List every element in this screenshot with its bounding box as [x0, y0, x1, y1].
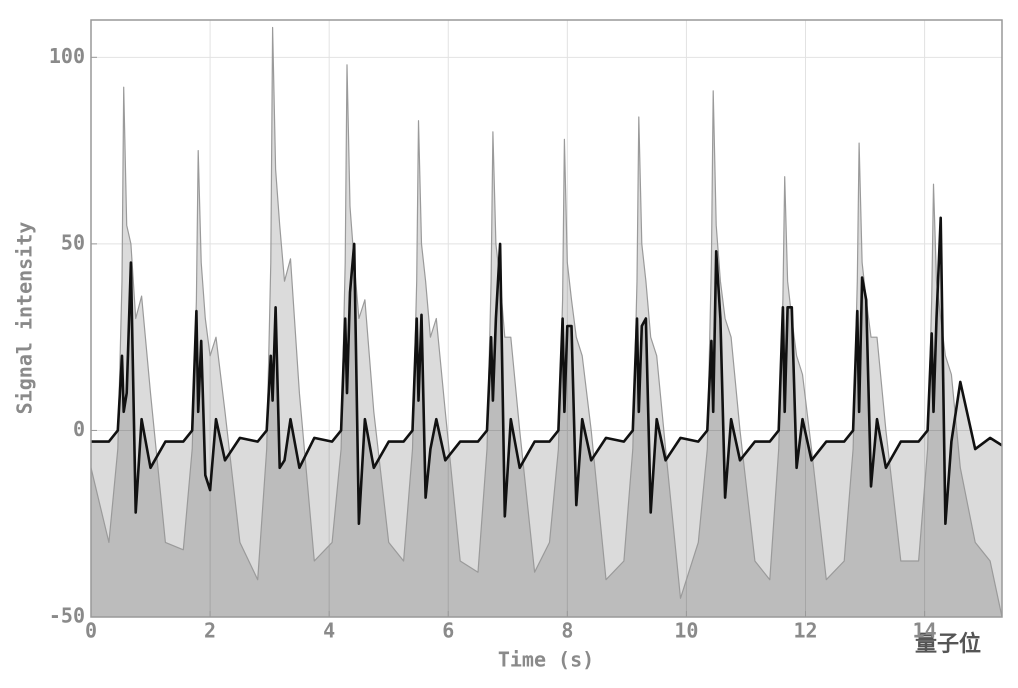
x-tick-label: 0: [85, 619, 97, 643]
plot-area: [91, 20, 1002, 617]
x-tick-label: 8: [561, 619, 573, 643]
plot-frame: [90, 19, 1003, 618]
x-axis-label: Time (s): [498, 648, 594, 672]
series-area: [91, 27, 1002, 617]
y-tick-label: 0: [73, 417, 85, 441]
series-line: [91, 216, 1003, 525]
x-tick-label: 2: [204, 619, 216, 643]
y-axis-label: Signal intensity: [13, 222, 37, 415]
x-tick-label: 14: [913, 619, 937, 643]
x-tick-label: 10: [674, 619, 698, 643]
x-tick-label: 4: [323, 619, 335, 643]
y-tick-label: 100: [49, 44, 85, 68]
y-tick-label: 50: [61, 230, 85, 254]
series-line: [90, 26, 1003, 618]
y-tick-label: -50: [49, 604, 85, 628]
watermark: 量子位: [915, 631, 981, 657]
x-tick-label: 6: [442, 619, 454, 643]
x-tick-label: 12: [793, 619, 817, 643]
